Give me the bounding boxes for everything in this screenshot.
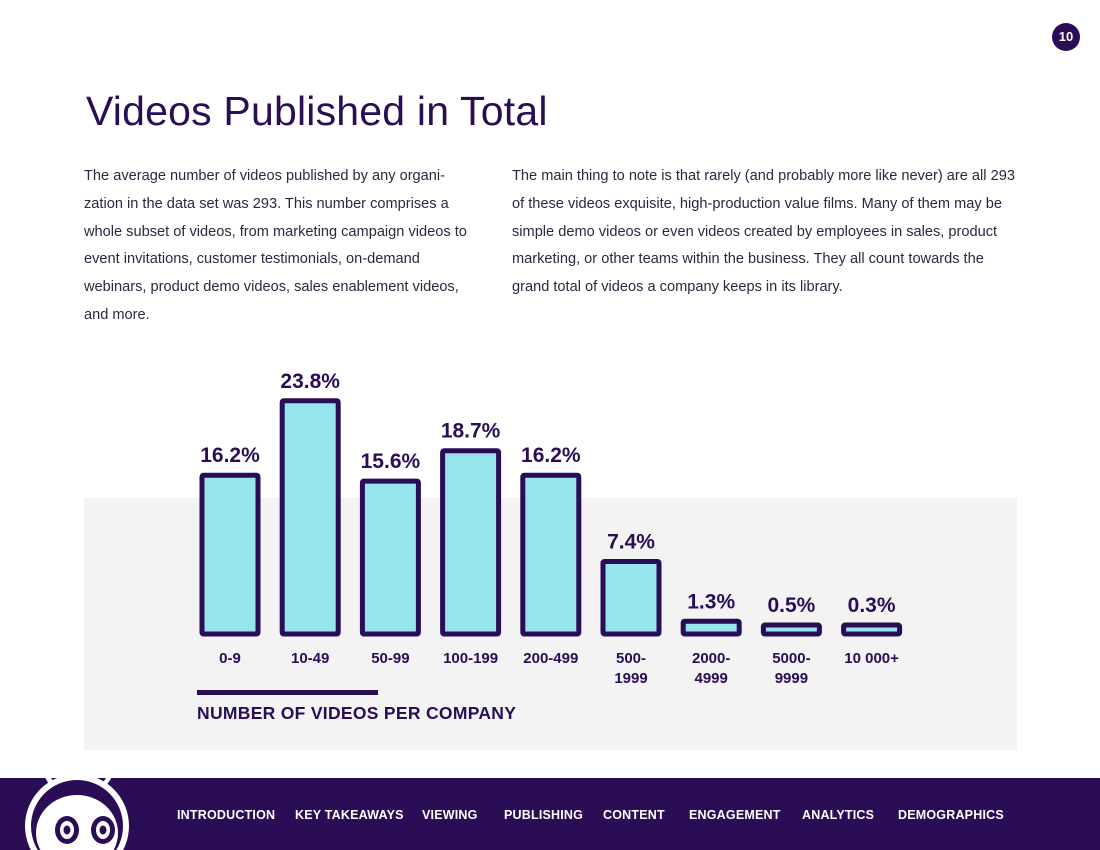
data-label-2: 15.6% xyxy=(361,450,421,473)
footer-nav: INTRODUCTION KEY TAKEAWAYS VIEWING PUBLI… xyxy=(0,778,1100,850)
nav-demographics[interactable]: DEMOGRAPHICS xyxy=(898,808,1004,822)
nav-key-takeaways[interactable]: KEY TAKEAWAYS xyxy=(295,808,404,822)
tick-label-4: 200-499 xyxy=(523,650,578,667)
bar-8 xyxy=(841,622,903,637)
data-label-0: 16.2% xyxy=(200,444,260,467)
tick-label-8: 10 000+ xyxy=(844,650,899,667)
bar-4 xyxy=(520,472,582,637)
bar-2 xyxy=(359,478,421,637)
bar-5 xyxy=(600,558,662,637)
robot-mascot-icon xyxy=(25,778,129,850)
tick-label-0: 0-9 xyxy=(219,650,241,667)
data-label-8: 0.3% xyxy=(848,594,896,617)
nav-engagement[interactable]: ENGAGEMENT xyxy=(689,808,781,822)
data-label-4: 16.2% xyxy=(521,444,581,467)
page-number-badge: 10 xyxy=(1052,23,1080,51)
bar-3 xyxy=(440,448,502,637)
bar-6 xyxy=(680,618,742,637)
footer-nav-bar: INTRODUCTION KEY TAKEAWAYS VIEWING PUBLI… xyxy=(0,778,1100,850)
bar-7 xyxy=(760,622,822,637)
chart-title: NUMBER OF VIDEOS PER COMPANY xyxy=(197,703,517,723)
tick-label-2: 50-99 xyxy=(371,650,409,667)
tick-label-6: 2000-4999 xyxy=(692,650,730,687)
bar-1 xyxy=(279,398,341,637)
right-paragraph: The main thing to note is that rarely (a… xyxy=(512,168,1015,296)
tick-label-5: 500-1999 xyxy=(614,650,647,687)
nav-analytics[interactable]: ANALYTICS xyxy=(802,808,875,822)
page-title: Videos Published in Total xyxy=(86,88,548,134)
data-label-6: 1.3% xyxy=(687,590,735,613)
data-label-3: 18.7% xyxy=(441,420,501,443)
nav-viewing[interactable]: VIEWING xyxy=(422,808,478,822)
nav-content[interactable]: CONTENT xyxy=(603,808,665,822)
left-paragraph: The average number of videos published b… xyxy=(84,168,467,323)
tick-label-7: 5000-9999 xyxy=(772,650,810,687)
data-label-1: 23.8% xyxy=(280,370,340,393)
nav-introduction[interactable]: INTRODUCTION xyxy=(177,808,276,822)
data-label-7: 0.5% xyxy=(767,594,815,617)
bar-0 xyxy=(199,472,261,637)
title-accent-rule xyxy=(197,690,378,695)
data-label-5: 7.4% xyxy=(607,530,655,553)
nav-publishing[interactable]: PUBLISHING xyxy=(504,808,584,822)
tick-label-1: 10-49 xyxy=(291,650,329,667)
tick-label-3: 100-199 xyxy=(443,650,498,667)
